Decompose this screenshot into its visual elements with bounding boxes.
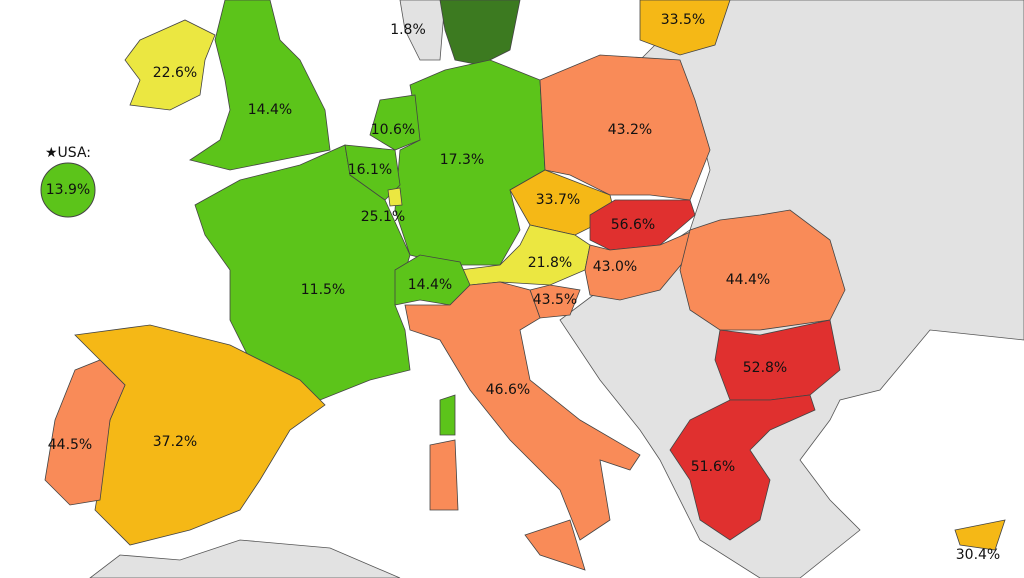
region-label: 43.2%: [608, 122, 652, 138]
region-label: 25.1%: [361, 209, 405, 225]
country: [439, 394, 456, 436]
region-label: 43.5%: [533, 292, 577, 308]
country: [669, 394, 816, 541]
region-label: 22.6%: [153, 65, 197, 81]
country: [954, 519, 1006, 551]
land: [89, 539, 401, 578]
region-label: 10.6%: [371, 122, 415, 138]
country: [404, 281, 641, 541]
region-label: 17.3%: [440, 152, 484, 168]
country: [369, 94, 421, 151]
country: [394, 59, 546, 266]
usa-label: 13.9%: [46, 182, 90, 198]
region-label: 37.2%: [153, 434, 197, 450]
region-label: 44.5%: [48, 437, 92, 453]
region-label: 30.4%: [956, 547, 1000, 563]
region-label: 21.8%: [528, 255, 572, 271]
country: [387, 187, 403, 207]
region-label: 14.4%: [248, 102, 292, 118]
region-label: 44.4%: [726, 272, 770, 288]
region-label: 46.6%: [486, 382, 530, 398]
land: [399, 0, 446, 61]
region-label: 33.7%: [536, 192, 580, 208]
region-label: 52.8%: [743, 360, 787, 376]
region-label: 56.6%: [611, 217, 655, 233]
country: [679, 209, 846, 331]
country: [439, 0, 521, 66]
country: [639, 0, 731, 56]
country: [589, 199, 696, 251]
region-label: 16.1%: [348, 162, 392, 178]
country: [429, 439, 459, 511]
usa-title: ★USA:: [45, 145, 91, 161]
country: [44, 359, 126, 506]
region-label: 33.5%: [661, 12, 705, 28]
region-label: 11.5%: [301, 282, 345, 298]
labels: 1.8% 33.5% 22.6% 14.4% 10.6% 17.3% 43.2%…: [45, 12, 1000, 563]
region-label: 14.4%: [408, 277, 452, 293]
usa-marker: [40, 162, 96, 218]
countries: [44, 0, 1006, 571]
region-label: 43.0%: [593, 259, 637, 275]
region-label: 1.8%: [390, 22, 426, 38]
country: [124, 19, 216, 111]
country: [524, 519, 586, 571]
country: [189, 0, 331, 171]
region-label: 51.6%: [691, 459, 735, 475]
